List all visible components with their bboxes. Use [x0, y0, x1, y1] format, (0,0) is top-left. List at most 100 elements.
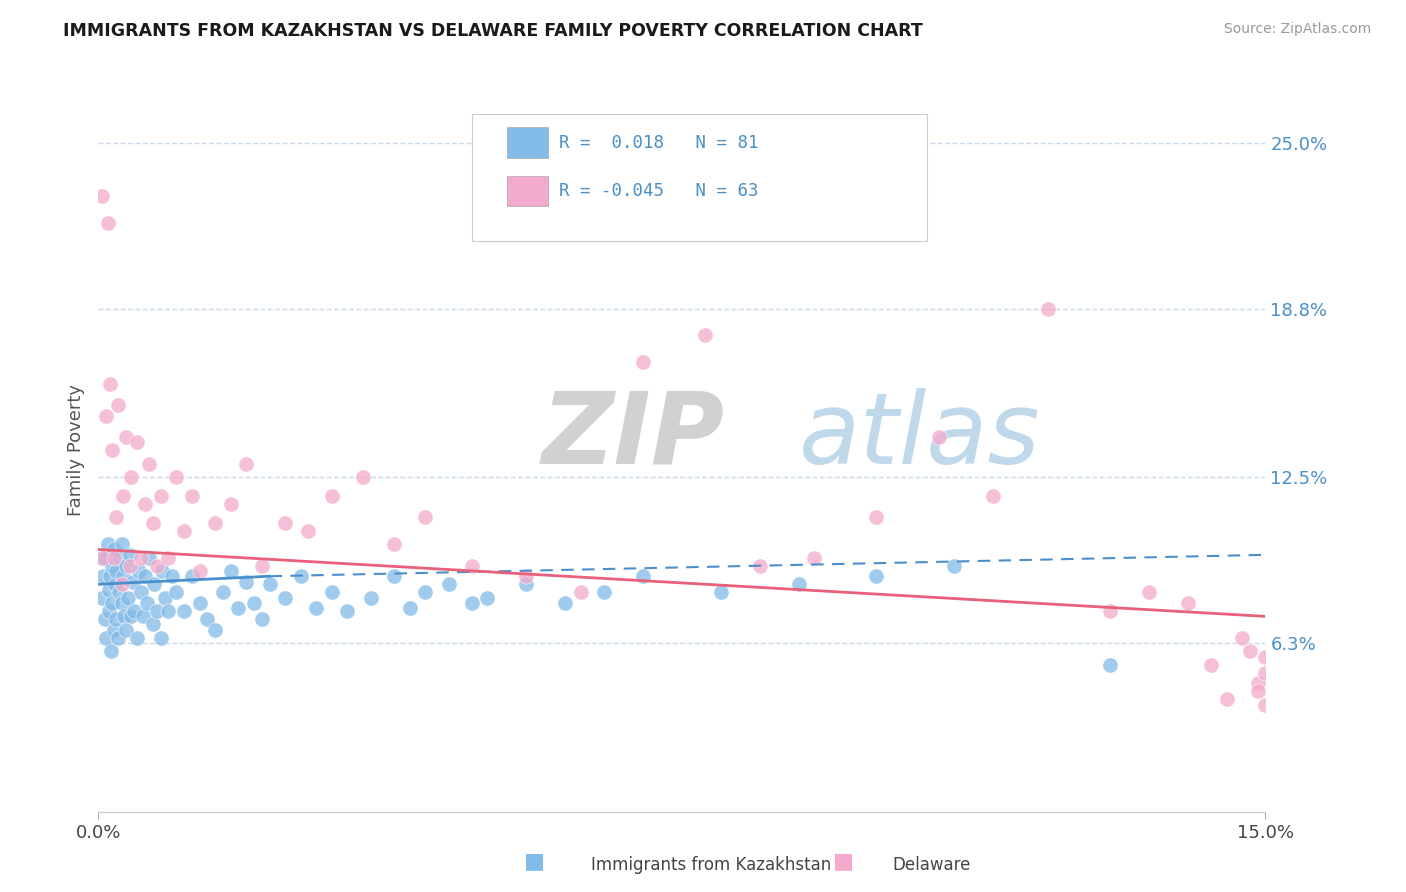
Point — [865, 510, 887, 524]
Point — [97, 537, 120, 551]
Point — [631, 569, 654, 583]
Point — [748, 558, 770, 573]
Point — [107, 585, 129, 599]
Point — [413, 585, 436, 599]
Point — [250, 612, 273, 626]
Point — [129, 585, 152, 599]
Point — [188, 596, 211, 610]
Text: R =  0.018   N = 81: R = 0.018 N = 81 — [560, 134, 759, 152]
Point — [981, 489, 1004, 503]
Point — [107, 398, 129, 412]
Point — [93, 612, 115, 626]
Point — [1230, 631, 1253, 645]
Text: IMMIGRANTS FROM KAZAKHSTAN VS DELAWARE FAMILY POVERTY CORRELATION CHART: IMMIGRANTS FROM KAZAKHSTAN VS DELAWARE F… — [63, 22, 922, 40]
Point — [1254, 665, 1277, 680]
Point — [1263, 657, 1285, 672]
Point — [143, 577, 166, 591]
Point — [120, 470, 142, 484]
Point — [695, 328, 717, 343]
Text: R = -0.045   N = 63: R = -0.045 N = 63 — [560, 182, 759, 200]
Text: ■: ■ — [834, 851, 853, 871]
FancyBboxPatch shape — [508, 128, 548, 158]
Point — [97, 216, 120, 230]
Point — [120, 609, 142, 624]
Point — [112, 489, 135, 503]
Point — [173, 604, 195, 618]
Point — [413, 510, 436, 524]
Point — [1137, 585, 1160, 599]
Point — [1036, 301, 1059, 316]
Point — [157, 550, 180, 565]
Point — [105, 564, 128, 578]
Point — [90, 189, 112, 203]
Point — [1098, 604, 1121, 618]
Point — [352, 470, 374, 484]
Point — [165, 585, 187, 599]
Point — [91, 569, 114, 583]
Point — [135, 596, 157, 610]
Point — [121, 574, 143, 589]
Point — [710, 585, 733, 599]
Point — [180, 489, 202, 503]
Point — [149, 489, 172, 503]
Point — [104, 510, 127, 524]
Point — [149, 631, 172, 645]
Point — [104, 577, 127, 591]
Point — [235, 574, 257, 589]
Point — [398, 601, 420, 615]
Point — [153, 591, 176, 605]
Point — [188, 564, 211, 578]
Point — [1246, 676, 1268, 690]
Point — [101, 443, 124, 458]
Point — [382, 569, 405, 583]
Point — [122, 604, 145, 618]
Point — [127, 631, 149, 645]
Point — [112, 609, 135, 624]
Text: Delaware: Delaware — [893, 856, 972, 874]
Point — [235, 457, 257, 471]
Point — [204, 623, 226, 637]
Point — [173, 524, 195, 538]
Point — [515, 569, 537, 583]
Point — [321, 489, 343, 503]
Point — [98, 604, 121, 618]
Point — [290, 569, 312, 583]
Point — [98, 376, 121, 391]
Point — [111, 577, 134, 591]
Point — [1263, 703, 1285, 717]
Point — [127, 435, 149, 450]
Point — [204, 516, 226, 530]
Point — [165, 470, 187, 484]
Point — [250, 558, 273, 573]
Point — [631, 355, 654, 369]
Text: Immigrants from Kazakhstan: Immigrants from Kazakhstan — [591, 856, 831, 874]
Point — [195, 612, 218, 626]
Point — [134, 569, 156, 583]
Point — [104, 612, 127, 626]
Point — [96, 631, 118, 645]
Point — [138, 457, 160, 471]
Point — [103, 542, 125, 557]
Point — [1254, 649, 1277, 664]
Point — [461, 596, 484, 610]
Point — [219, 564, 242, 578]
Text: ZIP: ZIP — [541, 387, 725, 484]
Point — [259, 577, 281, 591]
Point — [321, 585, 343, 599]
Point — [100, 558, 122, 573]
Point — [100, 644, 122, 658]
Point — [98, 569, 121, 583]
Point — [138, 550, 160, 565]
Point — [1177, 596, 1199, 610]
Point — [103, 623, 125, 637]
Point — [97, 582, 120, 597]
Point — [336, 604, 359, 618]
Point — [90, 550, 112, 565]
Point — [115, 623, 138, 637]
Point — [928, 430, 950, 444]
Point — [117, 591, 139, 605]
Text: ■: ■ — [524, 851, 544, 871]
Point — [118, 558, 141, 573]
Point — [360, 591, 382, 605]
FancyBboxPatch shape — [472, 114, 927, 241]
